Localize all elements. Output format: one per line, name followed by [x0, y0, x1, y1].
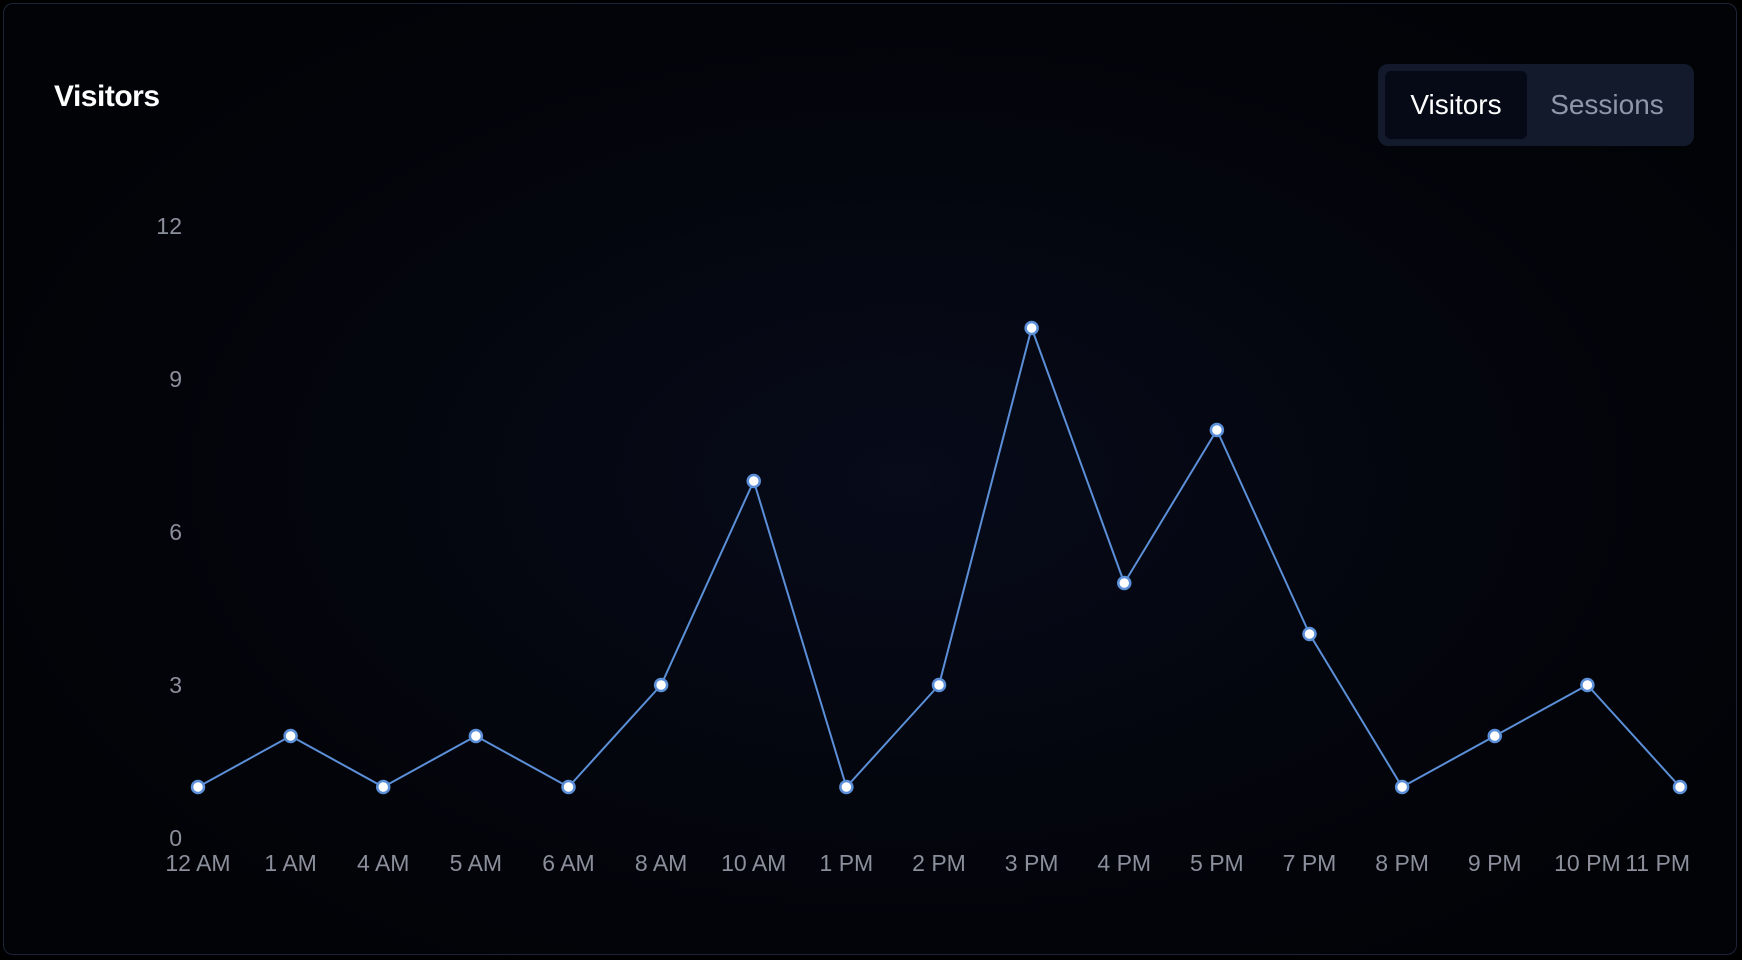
data-point[interactable]	[746, 473, 761, 489]
x-tick-label: 10 AM	[721, 850, 786, 876]
y-tick-label: 0	[169, 825, 182, 851]
series-line	[197, 327, 1681, 788]
x-tick-label: 8 AM	[635, 850, 687, 876]
x-tick-label: 3 PM	[1005, 850, 1059, 876]
y-tick-label: 3	[169, 672, 182, 698]
x-tick-label: 4 AM	[357, 850, 409, 876]
x-tick-label: 11 PM	[1625, 850, 1690, 876]
data-point[interactable]	[283, 728, 298, 744]
data-point[interactable]	[839, 779, 854, 795]
y-tick-label: 9	[169, 366, 182, 392]
x-tick-label: 7 PM	[1283, 850, 1337, 876]
x-tick-label: 1 PM	[820, 850, 874, 876]
sessions-tab[interactable]: Sessions	[1550, 89, 1664, 120]
x-tick-label: 8 PM	[1375, 850, 1429, 876]
data-point[interactable]	[1117, 575, 1132, 591]
data-point[interactable]	[931, 677, 947, 693]
x-tick-label: 5 PM	[1190, 850, 1244, 876]
card-title: Visitors	[54, 80, 160, 113]
x-tick-label: 9 PM	[1468, 850, 1522, 876]
data-point[interactable]	[1302, 626, 1317, 642]
x-tick-label: 2 PM	[912, 850, 966, 876]
data-point[interactable]	[468, 728, 484, 744]
visitors-tab[interactable]: Visitors	[1385, 71, 1527, 139]
data-point[interactable]	[1394, 779, 1410, 795]
x-tick-label: 10 PM	[1554, 850, 1620, 876]
x-tick-label: 12 AM	[165, 850, 230, 876]
metric-toggle: Visitors Sessions	[1378, 64, 1694, 146]
x-tick-label: 1 AM	[264, 850, 316, 876]
x-tick-label: 4 PM	[1097, 850, 1151, 876]
data-point[interactable]	[376, 779, 391, 795]
y-tick-label: 6	[169, 519, 182, 545]
y-tick-label: 12	[156, 213, 182, 239]
data-point[interactable]	[190, 779, 206, 795]
data-point[interactable]	[1024, 320, 1039, 336]
data-point[interactable]	[561, 779, 576, 795]
data-point[interactable]	[1580, 677, 1595, 693]
data-point[interactable]	[1672, 779, 1688, 795]
x-tick-label: 5 AM	[450, 850, 502, 876]
visitors-card: Visitors Visitors Sessions	[3, 3, 1737, 955]
data-point[interactable]	[1209, 422, 1225, 438]
data-point[interactable]	[653, 677, 669, 693]
data-point[interactable]	[1487, 728, 1502, 744]
x-tick-label: 6 AM	[542, 850, 594, 876]
